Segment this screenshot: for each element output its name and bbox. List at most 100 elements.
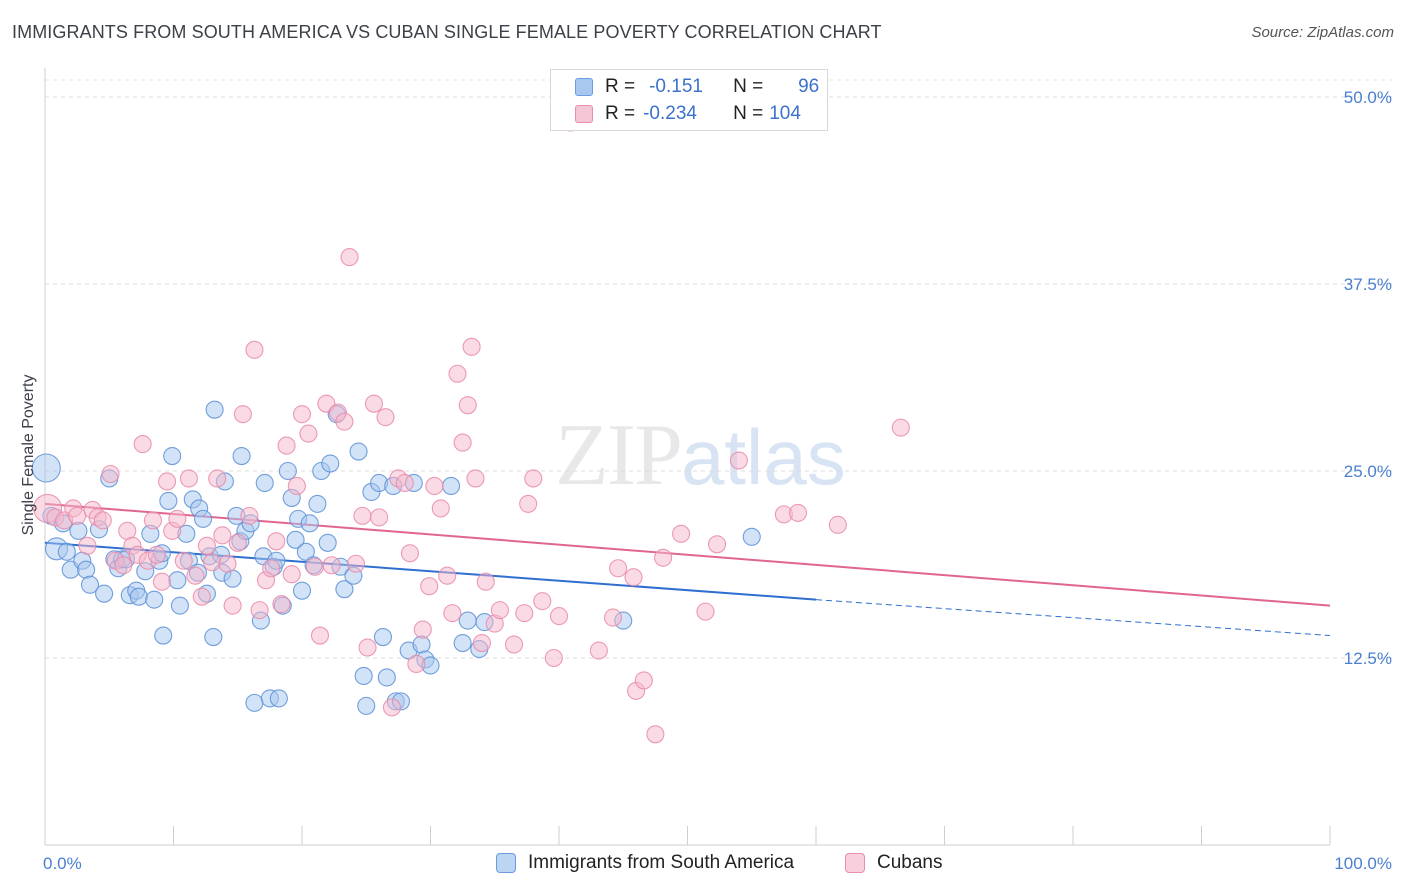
cubans-point [425,476,444,496]
cubans-point [168,509,187,528]
cubans-point [310,626,330,645]
south-america-point [321,454,340,473]
legend-label-south-america: Immigrants from South America [528,852,795,873]
cubans-point [443,604,462,623]
cubans-point [395,473,414,493]
cubans-point [788,503,808,522]
south-america-point [278,461,297,481]
cubans-point [228,533,247,552]
south-america-point [69,521,88,540]
y-tick-label: 12.5% [1344,649,1392,668]
south-america-trend-extension [815,599,1331,637]
cubans-point [515,604,534,623]
south-america-point [377,668,396,687]
cubans-point [233,405,252,424]
cubans-point [364,394,384,413]
cubans-point [358,638,377,657]
cubans-point [603,608,623,627]
cubans-point [250,601,269,620]
x-tick-label: 0.0% [43,854,82,873]
cubans-point [458,396,477,415]
cubans-point [729,451,748,470]
south-america-trend [44,541,817,601]
cubans-point [143,511,162,530]
cubans-point [370,508,389,527]
legend-swatch-south-america [575,78,593,96]
cubans-point [828,515,847,534]
cubans-point [287,476,306,496]
y-tick-label: 50.0% [1344,88,1392,107]
cubans-point [240,506,259,525]
cubans-point [158,472,177,491]
cubans-point [453,433,472,452]
cubans-point [466,469,485,488]
legend-row-south-america: R = -0.151 N = 96 [575,75,819,99]
legend-item-cubans[interactable]: Cubans [845,852,943,874]
south-america-point [742,527,761,546]
cubans-point [78,536,97,555]
watermark-zip: ZIP [555,407,683,504]
south-america-point [308,494,327,513]
cubans-point [114,556,133,575]
cubans-point [490,601,509,620]
cubans-point [340,248,359,267]
cubans-point [272,595,291,614]
cubans-point [93,511,112,530]
cubans-point [646,725,665,744]
cubans-point [708,535,727,554]
cubans-point [262,559,281,578]
gridlines [45,79,1392,659]
cubans-point [524,469,543,488]
south-america-point [168,571,187,590]
legend-label-cubans: Cubans [877,852,943,873]
legend-swatch-cubans [845,853,865,873]
cubans-point [203,553,222,572]
cubans-point [147,545,166,564]
south-america-point [412,635,431,654]
cubans-point [407,654,426,674]
cubans-point [322,556,341,575]
legend-item-south-america[interactable]: Immigrants from South America [496,852,794,874]
south-america-point [57,542,76,561]
cubans-point [504,635,524,654]
south-america-point [357,696,376,715]
legend-r-value: -0.151 [649,76,703,97]
cubans-point [382,698,402,717]
south-america-point [292,581,312,600]
cubans-point [152,572,171,591]
y-tick-label: 37.5% [1344,275,1392,294]
legend-n-value: 96 [798,76,820,97]
legend-r-label: R = [605,76,636,97]
cubans-point [179,469,198,488]
cubans-point [413,620,432,639]
south-america-point [335,580,354,599]
south-america-point [245,693,264,712]
south-america-point [80,575,100,594]
cubans-point [533,592,552,611]
south-america-point [154,626,173,645]
south-america-point [170,596,189,615]
cubans-point [634,671,653,690]
cubans-point [292,405,312,424]
cubans-point [218,554,237,573]
cubans-point [282,565,301,584]
cubans-point [208,469,227,488]
legend-n-value: 104 [769,103,801,124]
south-america-point [77,560,96,579]
cubans-point [335,412,354,431]
series-cubans [33,113,910,744]
south-america-point [318,533,337,552]
cubans-point [245,340,264,359]
south-america-point [194,509,213,528]
south-america-point [232,446,251,466]
south-america-point [129,587,148,606]
cubans-point [438,566,457,585]
cubans-point [672,524,691,543]
south-america-point [458,611,477,630]
y-axis-title: Single Female Poverty [20,375,37,536]
cubans-point [420,577,439,596]
cubans-point [223,596,242,615]
cubans-point [400,544,419,563]
cubans-point [299,424,318,443]
south-america-point [373,628,393,647]
